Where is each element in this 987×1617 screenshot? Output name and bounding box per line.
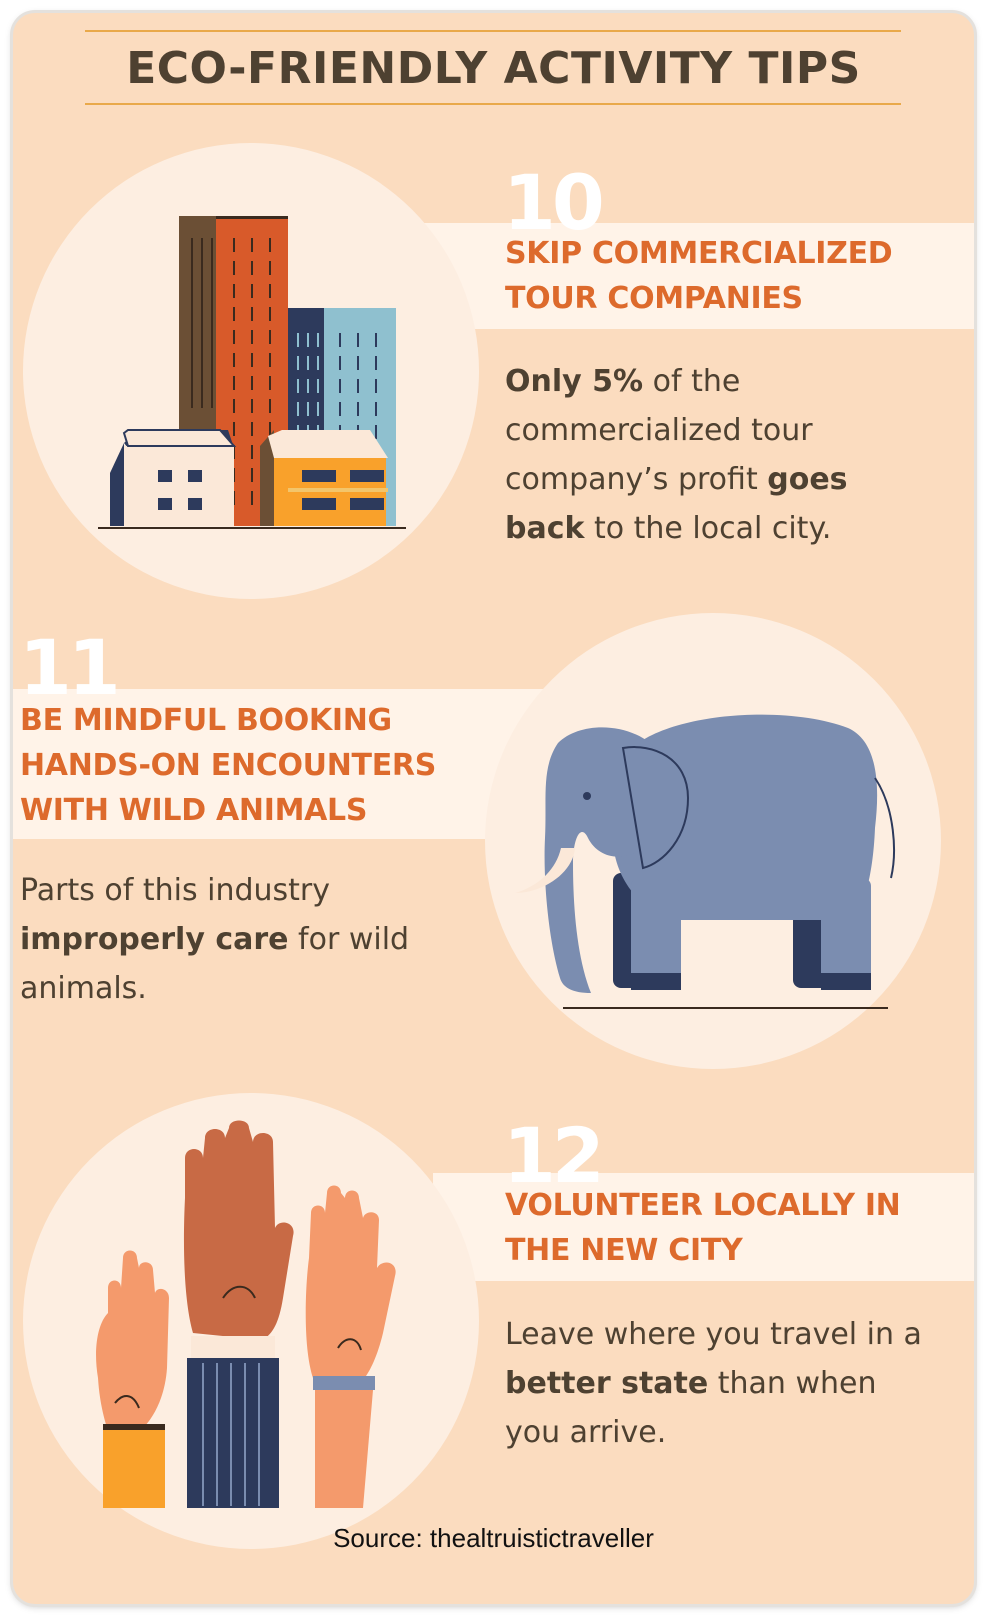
tip-11-body-part-1: Parts of this industry bbox=[20, 873, 331, 908]
tip-11-heading: BE MINDFUL BOOKING HANDS-ON ENCOUNTERS W… bbox=[20, 698, 436, 833]
tip-12-body-part-2: better state bbox=[505, 1366, 709, 1401]
tip-10-number: 10 bbox=[503, 158, 605, 247]
tip-10-heading: SKIP COMMERCIALIZED TOUR COMPANIES bbox=[505, 231, 893, 321]
tip-10-heading-line-2: TOUR COMPANIES bbox=[505, 281, 803, 316]
tip-11-number: 11 bbox=[19, 623, 121, 712]
tip-10-body-part-2: of the commercialized tour company’s pro… bbox=[505, 364, 813, 497]
tip-10-body-part-1: Only 5% bbox=[505, 364, 644, 399]
tip-12-heading-line-2: THE NEW CITY bbox=[505, 1233, 743, 1268]
source-credit: Source: thealtruistictraveller bbox=[333, 1523, 654, 1553]
tip-11-heading-line-2: HANDS-ON ENCOUNTERS bbox=[20, 748, 436, 783]
tip-11-heading-line-1: BE MINDFUL BOOKING bbox=[20, 703, 392, 738]
tip-10-heading-line-1: SKIP COMMERCIALIZED bbox=[505, 236, 893, 271]
tip-12-heading: VOLUNTEER LOCALLY IN THE NEW CITY bbox=[505, 1183, 901, 1273]
elephant-icon bbox=[515, 714, 895, 1009]
tip-11-body: Parts of this industry improperly care f… bbox=[20, 866, 420, 1013]
tip-11-heading-line-3: WITH WILD ANIMALS bbox=[20, 793, 368, 828]
buildings-icon bbox=[98, 216, 406, 529]
tip-12-number: 12 bbox=[503, 1111, 605, 1200]
tip-12-body-part-3: than when you arrive. bbox=[505, 1366, 877, 1450]
tip-12-body: Leave where you travel in a better state… bbox=[505, 1310, 935, 1457]
page-title: ECO-FRIENDLY ACTIVITY TIPS bbox=[126, 43, 861, 94]
tip-10-body-part-4: to the local city. bbox=[584, 511, 832, 546]
infographic-card: ECO-FRIENDLY ACTIVITY TIPS 10 SKIP COMME… bbox=[13, 13, 974, 1604]
tip-11-body-part-2: improperly care bbox=[20, 922, 289, 957]
tip-10-body-part-3: goes back bbox=[505, 462, 848, 546]
tip-11-heading-band bbox=[13, 689, 573, 839]
tip-10-heading-band bbox=[416, 223, 974, 329]
tip-10-body: Only 5% of the commercialized tour compa… bbox=[505, 357, 925, 553]
tip-12-heading-line-1: VOLUNTEER LOCALLY IN bbox=[505, 1188, 901, 1223]
tip-12-body-part-1: Leave where you travel in a bbox=[505, 1317, 922, 1352]
tip-11-body-part-3: for wild animals. bbox=[20, 922, 410, 1006]
tip-12-heading-band bbox=[433, 1173, 974, 1281]
title-bottom-rule bbox=[85, 103, 901, 105]
title-top-rule bbox=[85, 30, 901, 32]
raised-hands-icon bbox=[96, 1120, 396, 1508]
